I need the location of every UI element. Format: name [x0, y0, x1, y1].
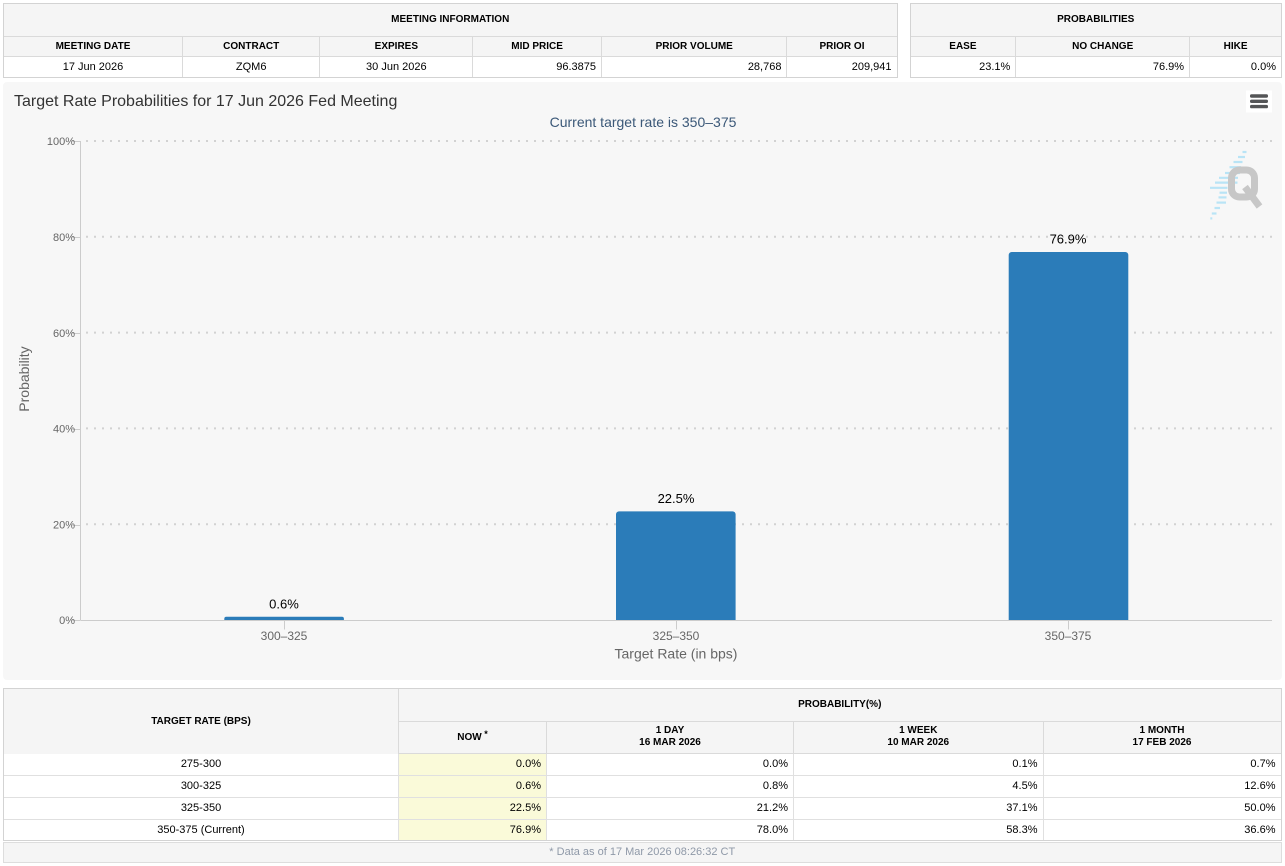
svg-text:300–325: 300–325: [261, 629, 308, 643]
svg-text:40%: 40%: [53, 424, 75, 436]
svg-text:Current target rate is 350–375: Current target rate is 350–375: [550, 114, 737, 130]
svg-text:Target Rate (in bps): Target Rate (in bps): [615, 646, 738, 662]
svg-text:Target Rate Probabilities for: Target Rate Probabilities for 17 Jun 202…: [14, 93, 397, 110]
svg-text:76.9%: 76.9%: [1050, 232, 1087, 247]
svg-text:20%: 20%: [53, 519, 75, 531]
svg-text:0.6%: 0.6%: [269, 597, 299, 612]
svg-text:325–350: 325–350: [653, 629, 700, 643]
svg-text:22.5%: 22.5%: [658, 491, 695, 506]
svg-text:0%: 0%: [59, 615, 75, 627]
svg-text:60%: 60%: [53, 328, 75, 340]
svg-text:350–375: 350–375: [1045, 629, 1092, 643]
svg-text:Probability: Probability: [16, 346, 32, 411]
svg-text:80%: 80%: [53, 232, 75, 244]
svg-text:100%: 100%: [47, 136, 75, 148]
